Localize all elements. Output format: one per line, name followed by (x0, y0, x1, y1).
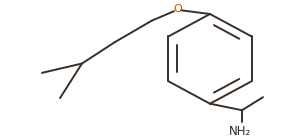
Text: NH₂: NH₂ (229, 125, 251, 138)
Text: O: O (174, 4, 182, 14)
